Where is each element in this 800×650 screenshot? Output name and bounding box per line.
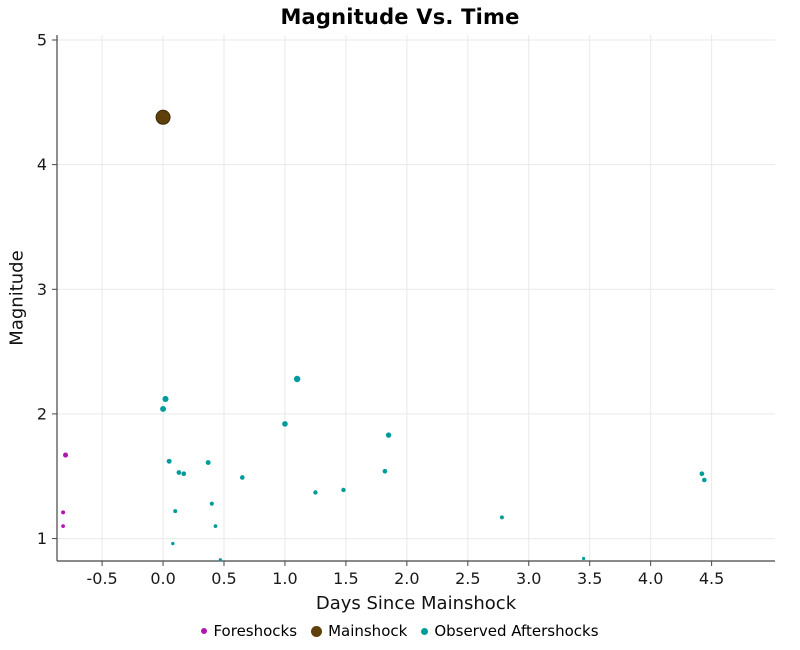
point-aftershocks [205,460,211,465]
x-tick-label: 2.0 [394,569,419,588]
point-aftershocks [181,471,187,477]
point-mainshock [155,109,171,125]
legend-label-aftershocks: Observed Aftershocks [434,622,599,640]
x-tick-label: -0.5 [86,569,117,588]
point-aftershocks [239,475,245,480]
y-tick-label: 5 [37,30,47,49]
point-foreshocks [61,524,65,528]
y-tick-label: 2 [37,404,47,423]
x-tick-label: 0.0 [150,569,175,588]
legend-item-aftershocks[interactable]: Observed Aftershocks [421,622,599,640]
x-tick-label: 1.5 [333,569,358,588]
point-aftershocks [313,490,318,495]
y-tick-label: 3 [37,280,47,299]
point-aftershocks [209,501,214,506]
point-aftershocks [218,558,222,562]
point-aftershocks [171,541,175,546]
point-foreshocks [61,510,66,515]
legend-marker-mainshock [311,625,323,637]
point-aftershocks [293,375,301,383]
point-aftershocks [382,468,388,474]
x-axis-label: Days Since Mainshock [315,593,517,614]
x-tick-label: 1.0 [272,569,297,588]
point-aftershocks [176,470,182,475]
legend-item-foreshocks[interactable]: Foreshocks [201,622,297,640]
x-tick-label: 0.5 [211,569,236,588]
legend-item-mainshock[interactable]: Mainshock [311,622,407,640]
point-aftershocks [699,471,705,477]
x-tick-label: 3.5 [577,569,602,588]
point-aftershocks [582,556,586,561]
point-aftershocks [213,524,218,528]
y-axis-label: Magnitude [6,250,28,346]
point-foreshocks [63,452,69,458]
y-tick-label: 1 [37,529,47,548]
x-tick-label: 2.5 [455,569,480,588]
point-aftershocks [162,395,169,403]
point-aftershocks [341,487,346,493]
point-aftershocks [166,458,172,464]
point-aftershocks [282,421,288,427]
point-aftershocks [499,515,504,520]
legend-marker-foreshocks [201,628,208,634]
legend: Foreshocks Mainshock Observed Aftershocks [0,622,800,640]
point-aftershocks [173,509,178,514]
legend-marker-aftershocks [421,627,429,635]
x-tick-label: 3.0 [516,569,541,588]
point-aftershocks [160,405,167,412]
legend-label-mainshock: Mainshock [328,622,408,640]
x-tick-label: 4.0 [638,569,663,588]
point-aftershocks [702,477,707,483]
legend-label-foreshocks: Foreshocks [213,622,298,640]
point-aftershocks [385,432,392,438]
chart-title: Magnitude Vs. Time [280,5,520,29]
y-tick-label: 4 [37,155,47,174]
x-tick-label: 4.5 [699,569,724,588]
